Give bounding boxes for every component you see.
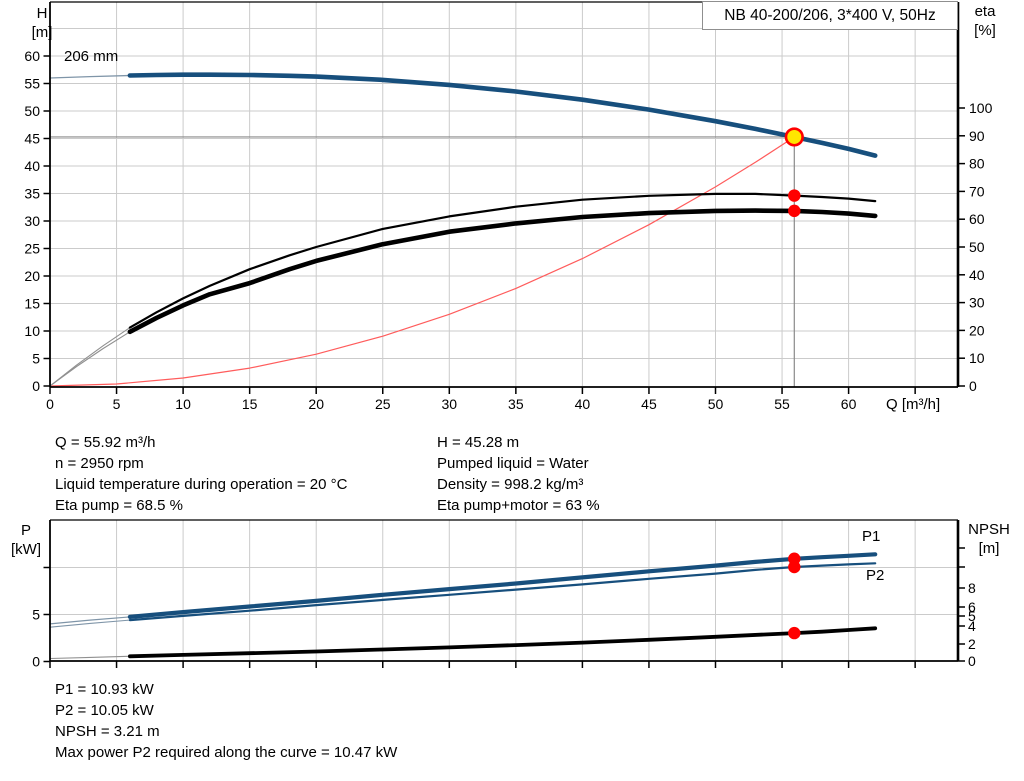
svg-text:40: 40 xyxy=(969,267,985,283)
svg-text:90: 90 xyxy=(969,128,985,144)
duty-info-left: Q = 55.92 m³/h n = 2950 rpm Liquid tempe… xyxy=(55,432,347,516)
info-line-q: Q = 55.92 m³/h xyxy=(55,434,156,451)
info-line-p1: P1 = 10.93 kW xyxy=(55,681,154,698)
p-axis-unit: [kW] xyxy=(11,541,41,558)
h-axis-symbol: H xyxy=(36,5,48,22)
svg-text:50: 50 xyxy=(969,239,985,255)
svg-text:30: 30 xyxy=(442,396,458,412)
svg-text:45: 45 xyxy=(24,131,40,147)
eta-axis-unit: [%] xyxy=(974,22,996,39)
svg-text:5: 5 xyxy=(113,396,121,412)
npsh-axis-symbol: NPSH xyxy=(968,521,1010,538)
svg-text:60: 60 xyxy=(841,396,857,412)
svg-text:30: 30 xyxy=(24,213,40,229)
svg-text:0: 0 xyxy=(46,396,54,412)
svg-text:50: 50 xyxy=(708,396,724,412)
svg-text:60: 60 xyxy=(969,211,985,227)
svg-text:0: 0 xyxy=(32,378,40,394)
svg-text:15: 15 xyxy=(242,396,258,412)
svg-text:30: 30 xyxy=(969,295,985,311)
svg-text:20: 20 xyxy=(308,396,324,412)
svg-text:2: 2 xyxy=(968,636,976,652)
h-axis-title: H [m] xyxy=(20,4,64,42)
svg-text:40: 40 xyxy=(24,158,40,174)
h-axis-unit: [m] xyxy=(31,24,53,41)
p1-curve-label: P1 xyxy=(862,528,881,545)
p-axis-symbol: P xyxy=(20,522,31,539)
svg-text:25: 25 xyxy=(375,396,391,412)
svg-text:0: 0 xyxy=(968,653,976,669)
info-line-p2: P2 = 10.05 kW xyxy=(55,702,154,719)
eta-axis-symbol: eta xyxy=(974,3,996,20)
svg-text:20: 20 xyxy=(24,268,40,284)
info-line-eta-total: Eta pump+motor = 63 % xyxy=(437,497,600,514)
svg-text:5: 5 xyxy=(968,608,976,624)
info-line-liquid: Pumped liquid = Water xyxy=(437,455,589,472)
impeller-diameter-label: 206 mm xyxy=(64,48,119,65)
svg-text:6: 6 xyxy=(968,599,976,615)
svg-text:70: 70 xyxy=(969,183,985,199)
svg-text:20: 20 xyxy=(969,322,985,338)
info-line-npsh: NPSH = 3.21 m xyxy=(55,723,160,740)
npsh-axis-unit: [m] xyxy=(978,540,1000,557)
svg-text:80: 80 xyxy=(969,156,985,172)
info-line-h: H = 45.28 m xyxy=(437,434,520,451)
svg-text:25: 25 xyxy=(24,241,40,257)
svg-text:10: 10 xyxy=(175,396,191,412)
svg-text:0: 0 xyxy=(969,378,977,394)
svg-text:10: 10 xyxy=(969,350,985,366)
svg-text:35: 35 xyxy=(24,186,40,202)
eta-axis-title: eta [%] xyxy=(962,2,1008,40)
info-line-eta-pump: Eta pump = 68.5 % xyxy=(55,497,183,514)
svg-text:40: 40 xyxy=(575,396,591,412)
svg-text:10: 10 xyxy=(24,323,40,339)
info-line-n: n = 2950 rpm xyxy=(55,455,144,472)
svg-text:50: 50 xyxy=(24,103,40,119)
info-line-density: Density = 998.2 kg/m³ xyxy=(437,476,584,493)
svg-text:55: 55 xyxy=(24,76,40,92)
pump-model-title: NB 40-200/206, 3*400 V, 50Hz xyxy=(702,1,958,30)
svg-text:8: 8 xyxy=(968,580,976,596)
svg-text:15: 15 xyxy=(24,296,40,312)
svg-text:5: 5 xyxy=(32,351,40,367)
svg-text:35: 35 xyxy=(508,396,524,412)
info-line-temp: Liquid temperature during operation = 20… xyxy=(55,476,348,493)
svg-text:5: 5 xyxy=(32,607,40,623)
duty-info-right: H = 45.28 m Pumped liquid = Water Densit… xyxy=(437,432,600,516)
p2-curve-label: P2 xyxy=(866,567,885,584)
svg-text:0: 0 xyxy=(32,654,40,670)
svg-text:45: 45 xyxy=(641,396,657,412)
info-line-maxpower: Max power P2 required along the curve = … xyxy=(55,744,398,761)
npsh-axis-title: NPSH [m] xyxy=(958,520,1020,558)
svg-text:4: 4 xyxy=(968,618,976,634)
svg-text:100: 100 xyxy=(969,100,993,116)
svg-text:60: 60 xyxy=(24,48,40,64)
q-axis-title: Q [m³/h] xyxy=(886,396,941,413)
power-info-block: P1 = 10.93 kW P2 = 10.05 kW NPSH = 3.21 … xyxy=(55,679,397,763)
p-axis-title: P [kW] xyxy=(4,521,48,559)
svg-text:55: 55 xyxy=(774,396,790,412)
